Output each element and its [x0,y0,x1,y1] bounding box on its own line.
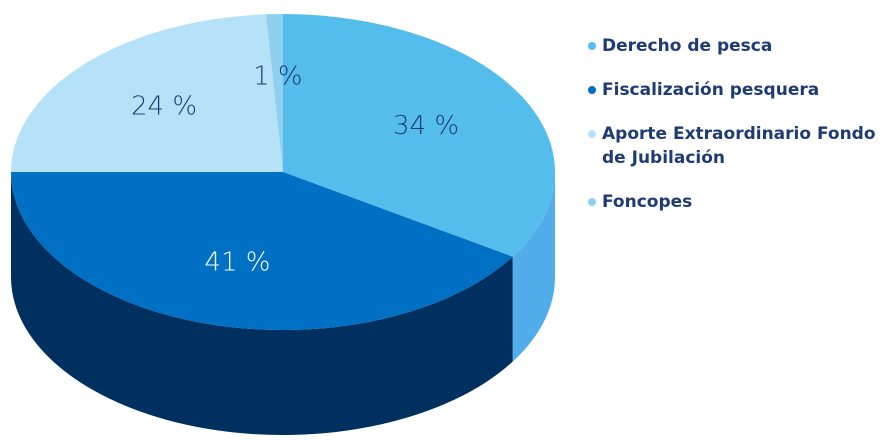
data-label: 34 % [393,111,459,141]
legend-label: Fiscalización pesquera [602,80,820,100]
legend-label: Foncopes [602,192,693,212]
slice-side [512,172,555,362]
legend: Derecho de pesca Fiscalización pesquera Ap… [588,34,888,234]
legend-item: Foncopes [588,190,888,214]
legend-item: Aporte Extraordinario Fondo de Jubilació… [588,122,888,170]
legend-label: Aporte Extraordinario Fondo de Jubilació… [602,124,876,168]
legend-marker [588,42,596,50]
data-label: 41 % [204,248,270,278]
legend-label: Derecho de pesca [602,36,773,56]
slice [265,14,283,172]
pie: 34 % 41 % 24 % 1 % [11,14,555,435]
legend-item: Derecho de pesca [588,34,888,58]
data-label: 24 % [131,92,197,122]
legend-marker [588,130,596,138]
legend-marker [588,86,596,94]
legend-item: Fiscalización pesquera [588,78,888,102]
slice [11,14,283,172]
slice [283,14,555,257]
slice [11,172,513,330]
legend-marker [588,198,596,206]
data-label: 1 % [253,62,303,92]
slice-side [11,172,513,435]
